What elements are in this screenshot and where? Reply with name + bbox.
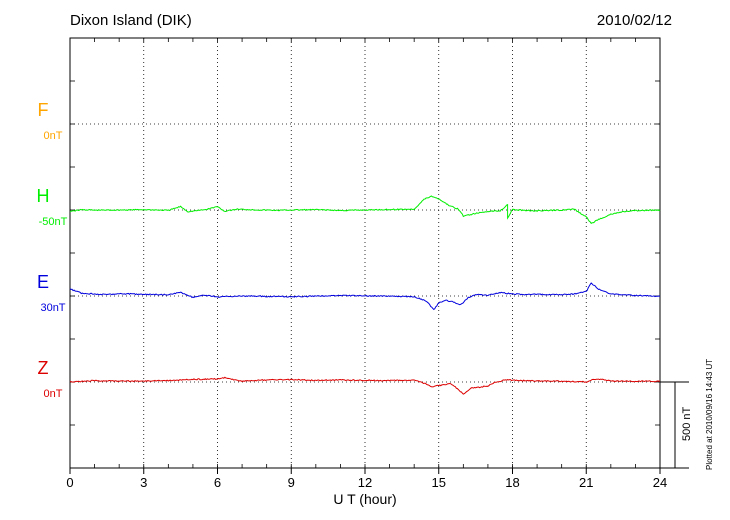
series-name-z: Z — [38, 358, 49, 378]
series-name-f: F — [38, 100, 49, 120]
date-label: 2010/02/12 — [596, 12, 672, 29]
x-axis-label: U T (hour) — [333, 491, 396, 507]
series-line-h — [69, 195, 661, 224]
series-name-h: H — [37, 186, 50, 206]
x-tick-label: 15 — [432, 475, 446, 490]
x-tick-label: 21 — [579, 475, 593, 490]
series-baseline-h: -50nT — [39, 216, 68, 228]
scale-bar-label: 500 nT — [681, 406, 693, 441]
x-tick-label: 24 — [653, 475, 667, 490]
series-name-e: E — [37, 272, 49, 292]
series-line-e — [69, 282, 661, 311]
series-line-z — [69, 376, 661, 395]
x-tick-label: 12 — [358, 475, 372, 490]
series-baseline-z: 0nT — [44, 388, 63, 400]
x-tick-label: 18 — [505, 475, 519, 490]
station-title: Dixon Island (DIK) — [70, 12, 192, 29]
series-baseline-e: 30nT — [40, 302, 65, 314]
x-tick-label: 9 — [288, 475, 295, 490]
x-tick-label: 0 — [66, 475, 73, 490]
x-tick-label: 6 — [214, 475, 221, 490]
series-baseline-f: 0nT — [44, 130, 63, 142]
x-tick-label: 3 — [140, 475, 147, 490]
